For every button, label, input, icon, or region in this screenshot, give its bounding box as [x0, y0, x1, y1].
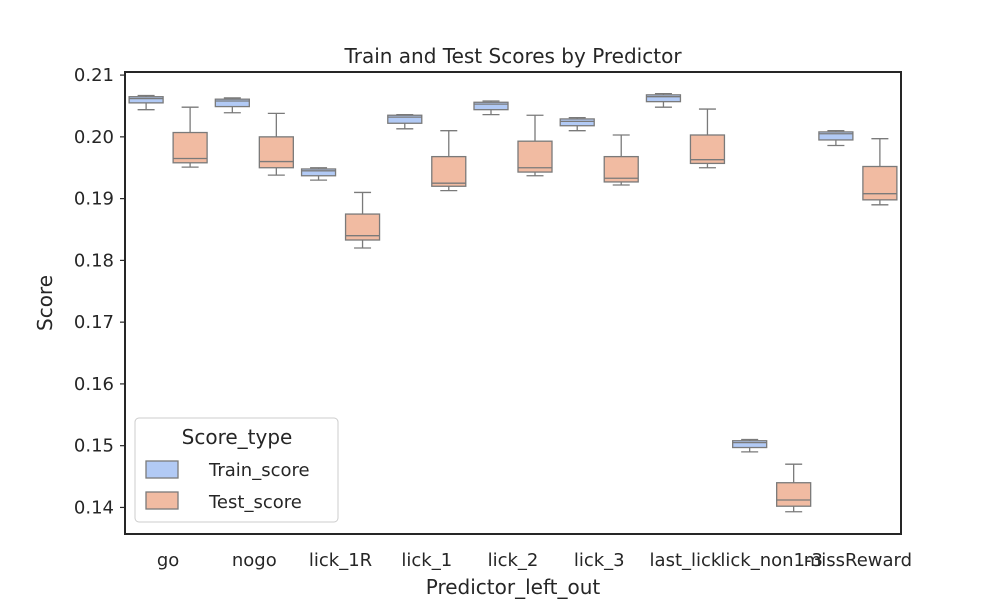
x-tick-label: lick_2: [488, 550, 539, 571]
legend-label-test: Test_score: [208, 492, 302, 513]
y-tick-label: 0.14: [74, 497, 114, 518]
box-test-score: [603, 134, 639, 186]
iqr-box: [689, 134, 726, 165]
chart-title: Train and Test Scores by Predictor: [343, 44, 682, 68]
box-test-score: [172, 106, 208, 168]
y-tick-label: 0.20: [74, 127, 114, 148]
box-train-score: [214, 97, 250, 114]
box-test-score: [862, 138, 898, 206]
x-tick-label: last_lick: [650, 550, 722, 571]
box-train-score: [732, 438, 768, 453]
x-tick-label: lick_3: [574, 550, 625, 571]
iqr-box: [818, 131, 854, 141]
legend-swatch-train: [145, 460, 179, 479]
box-train-score: [818, 130, 854, 147]
box-test-score: [517, 114, 553, 177]
x-tick-label: go: [157, 550, 179, 571]
x-axis: go nogo lick_1R lick_1 lick_2 lick_3 last_lick…: [157, 550, 912, 571]
iqr-box: [387, 114, 423, 124]
box-train-score: [300, 167, 337, 181]
iqr-box: [300, 168, 337, 177]
box-test-score: [344, 191, 381, 249]
iqr-box: [258, 136, 294, 169]
x-tick-label: lick_1R: [309, 550, 372, 571]
box-test-score: [258, 112, 294, 176]
iqr-box: [776, 482, 812, 507]
y-tick-label: 0.16: [74, 374, 114, 395]
iqr-box: [431, 155, 467, 187]
iqr-box: [214, 98, 250, 108]
y-tick-label: 0.15: [74, 436, 114, 457]
iqr-box: [172, 131, 208, 164]
box-test-score: [689, 108, 726, 169]
box-train-score: [128, 94, 164, 111]
x-tick-label: lick_non1-3: [720, 550, 823, 571]
iqr-box: [645, 94, 682, 103]
iqr-box: [732, 440, 768, 449]
iqr-box: [473, 101, 509, 111]
legend: Score_type Train_score Test_score: [134, 417, 339, 523]
y-tick-label: 0.17: [74, 312, 114, 333]
y-tick-label: 0.21: [74, 65, 114, 86]
legend-label-train: Train_score: [208, 460, 310, 481]
box-test-score: [431, 130, 467, 192]
box-train-score: [645, 92, 682, 108]
x-tick-label: missReward: [804, 550, 912, 571]
y-axis: 0.14 0.15 0.16 0.17 0.18 0.19 0.20 0.21: [74, 65, 125, 518]
box-train-score: [559, 117, 595, 132]
box-train-score: [387, 113, 423, 130]
box-test-score: [776, 463, 812, 513]
iqr-box: [517, 140, 553, 173]
box-series: [128, 92, 898, 513]
iqr-box: [559, 118, 595, 127]
x-tick-label: lick_1: [401, 550, 452, 571]
iqr-box: [862, 165, 898, 201]
y-tick-label: 0.18: [74, 250, 114, 271]
x-tick-label: nogo: [232, 550, 277, 571]
x-axis-label: Predictor_left_out: [426, 575, 601, 599]
legend-frame: [134, 417, 339, 523]
plot-frame: [124, 71, 902, 535]
y-tick-label: 0.19: [74, 189, 114, 210]
legend-title: Score_type: [182, 425, 293, 449]
y-axis-label: Score: [33, 275, 57, 331]
iqr-box: [128, 96, 164, 104]
box-train-score: [473, 100, 509, 116]
legend-swatch-test: [145, 491, 179, 510]
